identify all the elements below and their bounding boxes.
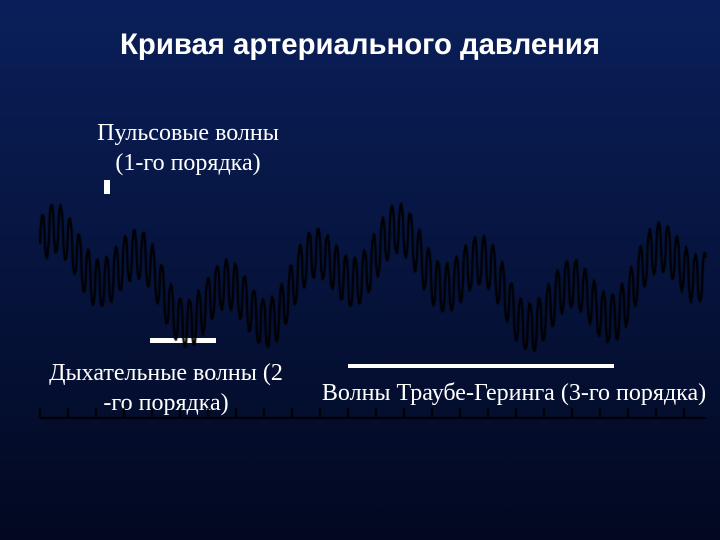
- bp-waveform-chart: [0, 170, 720, 430]
- label-pulse-line1: Пульсовые волны: [97, 120, 279, 146]
- slide-stage: Кривая артериального давления Пульсовые …: [0, 0, 720, 540]
- slide-title: Кривая артериального давления: [0, 28, 720, 62]
- label-pulse-waves: Пульсовые волны (1-го порядка): [78, 118, 298, 178]
